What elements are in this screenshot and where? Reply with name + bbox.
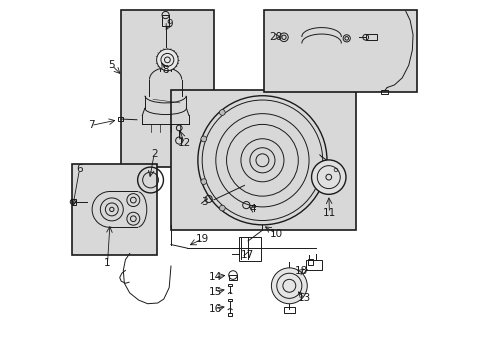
Text: 8: 8: [162, 65, 168, 75]
Text: 14: 14: [208, 272, 221, 282]
Circle shape: [201, 179, 206, 184]
Circle shape: [311, 160, 346, 194]
Text: 19: 19: [196, 234, 209, 244]
Text: 11: 11: [322, 208, 335, 218]
Bar: [229, 275, 236, 280]
Text: 16: 16: [208, 304, 221, 314]
Bar: [381, 90, 387, 94]
Text: 20: 20: [268, 32, 282, 41]
Text: 15: 15: [208, 287, 221, 297]
Text: 5: 5: [108, 60, 115, 70]
Circle shape: [219, 109, 225, 115]
Text: 10: 10: [269, 229, 282, 239]
Circle shape: [219, 205, 225, 211]
Text: 6: 6: [76, 164, 82, 174]
Bar: [72, 199, 76, 205]
Bar: [227, 299, 232, 301]
Text: 18: 18: [294, 266, 307, 276]
Text: 17: 17: [240, 249, 253, 260]
Text: 7: 7: [87, 121, 94, 130]
Text: 9: 9: [165, 19, 172, 29]
Bar: [284, 307, 294, 313]
Text: 1: 1: [104, 258, 111, 268]
Text: 2: 2: [150, 149, 157, 159]
Text: 3: 3: [201, 197, 207, 207]
Circle shape: [156, 49, 178, 71]
Text: 13: 13: [298, 293, 311, 303]
Bar: [72, 164, 156, 255]
Bar: [308, 259, 313, 265]
Bar: [171, 90, 355, 230]
Text: 4: 4: [248, 204, 255, 214]
Text: 12: 12: [177, 139, 190, 148]
Bar: [305, 260, 322, 270]
Bar: [162, 15, 169, 26]
Bar: [228, 284, 231, 286]
Bar: [118, 117, 122, 121]
Bar: [121, 10, 214, 167]
Circle shape: [201, 136, 206, 142]
Bar: [239, 237, 260, 261]
Bar: [227, 314, 232, 316]
Bar: [264, 10, 416, 92]
Bar: [366, 35, 376, 40]
Circle shape: [271, 268, 306, 304]
